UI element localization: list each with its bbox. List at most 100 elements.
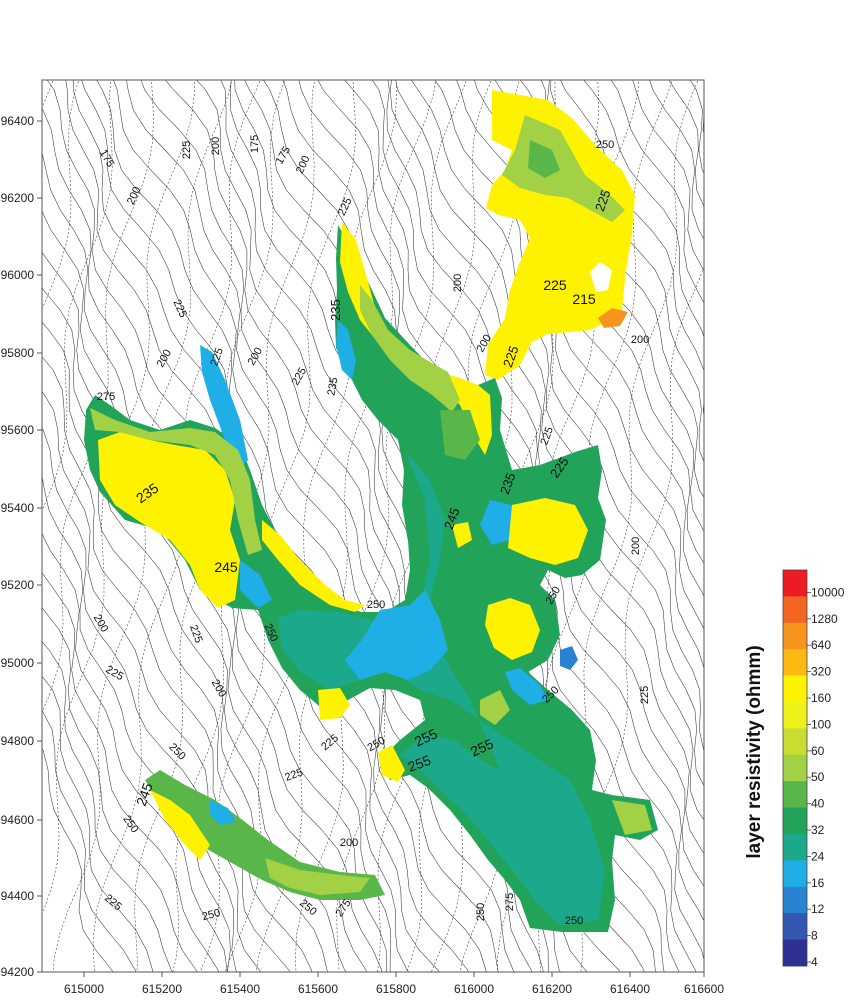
contour-line xyxy=(702,109,704,135)
contour-label: 200 xyxy=(210,137,222,155)
contour-label: 215 xyxy=(572,291,596,307)
legend-swatch xyxy=(783,886,807,914)
resistivity-zone-south-yellow-2 xyxy=(378,745,405,782)
resistivity-zone-center-green-patches-2 xyxy=(480,690,510,725)
resistivity-zone-ne-gap xyxy=(590,262,612,292)
contour-label: 225 xyxy=(208,346,226,367)
y-tick-label: 95800 xyxy=(1,346,35,360)
legend-swatch xyxy=(783,939,807,967)
y-tick-label: 95200 xyxy=(1,578,35,592)
contour-line-dashed xyxy=(538,80,699,972)
x-tick-label: 616600 xyxy=(684,982,724,996)
legend-label: 50 xyxy=(811,770,825,784)
contour-line-dashed xyxy=(0,70,30,982)
contour-label: 250 xyxy=(565,915,583,927)
contour-label: 225 xyxy=(543,277,567,293)
legend-swatch xyxy=(783,834,807,861)
resistivity-zone-east-cyan-2 xyxy=(505,668,548,705)
legend-label: 320 xyxy=(811,665,831,679)
contour-line xyxy=(708,70,848,990)
resistivity-overlay xyxy=(84,90,658,932)
legend-label: 24 xyxy=(811,849,825,863)
legend-swatch xyxy=(783,649,807,676)
x-tick-label: 615800 xyxy=(376,982,416,996)
x-tick-label: 616000 xyxy=(454,982,494,996)
legend-label: 10000 xyxy=(811,585,845,599)
resistivity-zone-north-cyan xyxy=(336,320,356,380)
contour-line-dashed xyxy=(42,80,113,512)
contour-label: 250 xyxy=(367,599,385,611)
y-tick-label: 95000 xyxy=(1,656,35,670)
legend-title: layer resistivity (ohmm) xyxy=(744,645,765,858)
contour-line xyxy=(583,80,704,338)
legend-label: 8 xyxy=(811,929,818,943)
contour-label: 225 xyxy=(639,686,651,704)
y-tick-label: 94200 xyxy=(1,965,35,979)
y-tick-label: 95600 xyxy=(1,423,35,437)
x-tick-label: 615000 xyxy=(64,982,104,996)
contour-label: 200 xyxy=(452,274,464,292)
legend-swatch xyxy=(783,570,807,597)
legend-swatch xyxy=(783,913,807,940)
y-tick-label: 94800 xyxy=(1,734,35,748)
resistivity-zone-central-cyan xyxy=(345,590,448,680)
resistivity-zone-east-yellow-2 xyxy=(485,598,540,660)
legend-swatch xyxy=(783,807,807,835)
contour-line xyxy=(113,80,499,972)
resistivity-zone-nw-green-band xyxy=(90,408,262,555)
legend-swatch xyxy=(783,781,807,808)
contour-label: 250 xyxy=(596,139,614,151)
resistivity-zone-east-blue xyxy=(560,646,578,670)
contour-label: 225 xyxy=(283,766,304,784)
resistivity-zone-sw-cyan xyxy=(210,800,236,825)
contour-line xyxy=(42,641,174,972)
contour-line xyxy=(42,532,228,972)
y-axis: 94200 94400 94600 94800 95000 95200 95400 95600… xyxy=(1,114,42,979)
contour-label: 225 xyxy=(538,425,556,446)
legend-swatch xyxy=(783,622,807,650)
x-tick-label: 616200 xyxy=(532,982,572,996)
contour-label: 235 xyxy=(328,299,343,321)
legend-swatch xyxy=(783,675,807,703)
legend-label: 1280 xyxy=(811,612,838,626)
contour-label: 225 xyxy=(592,188,614,214)
plot-frame xyxy=(41,79,705,973)
contour-line xyxy=(42,572,219,972)
legend-swatch xyxy=(783,728,807,756)
contour-label: 200 xyxy=(630,537,642,555)
legend-swatch xyxy=(783,702,807,729)
contour-label: 225 xyxy=(181,141,193,159)
resistivity-zone-central-yellow-dot xyxy=(452,522,472,548)
resistivity-zone-sw-yellow xyxy=(150,790,210,860)
resistivity-zone-east-yellow-1 xyxy=(508,498,588,565)
contour-label: 245 xyxy=(214,559,238,575)
legend-swatch xyxy=(783,596,807,624)
resistivity-zone-west-cyan xyxy=(240,560,272,608)
legend-label: 32 xyxy=(811,823,825,837)
contour-label: 250 xyxy=(475,903,487,921)
y-tick-label: 94600 xyxy=(1,813,35,827)
contour-line-dashed xyxy=(42,80,80,310)
contour-label: 245 xyxy=(133,780,156,808)
legend-label: 60 xyxy=(811,744,825,758)
resistivity-zone-center-green-patches xyxy=(440,410,480,460)
contour-line xyxy=(649,80,704,240)
resistivity-zone-ne-darkgreen xyxy=(528,140,560,178)
legend-swatch xyxy=(783,860,807,888)
y-tick-label: 95400 xyxy=(1,501,35,515)
color-legend: 10000 1280 640 320 160 100 60 50 40 32 24 16 12 8 4 xyxy=(782,569,845,969)
resistivity-zone-south-yellow xyxy=(318,688,350,720)
contour-line xyxy=(42,709,137,972)
y-tick-label: 96400 xyxy=(1,114,35,128)
contour-label: 275 xyxy=(504,893,516,911)
contour-label: 250 xyxy=(201,907,222,923)
x-tick-label: 616400 xyxy=(610,982,650,996)
resistivity-zone-north-green-arm xyxy=(360,285,460,412)
contour-line xyxy=(126,80,515,972)
x-tick-label: 615400 xyxy=(220,982,260,996)
contour-label: 225 xyxy=(187,623,205,644)
resistivity-zone-southeast-green xyxy=(612,800,652,835)
resistivity-zone-ne-orange xyxy=(598,308,628,328)
y-tick-label: 96000 xyxy=(1,268,35,282)
contour-label: 235 xyxy=(497,471,519,497)
